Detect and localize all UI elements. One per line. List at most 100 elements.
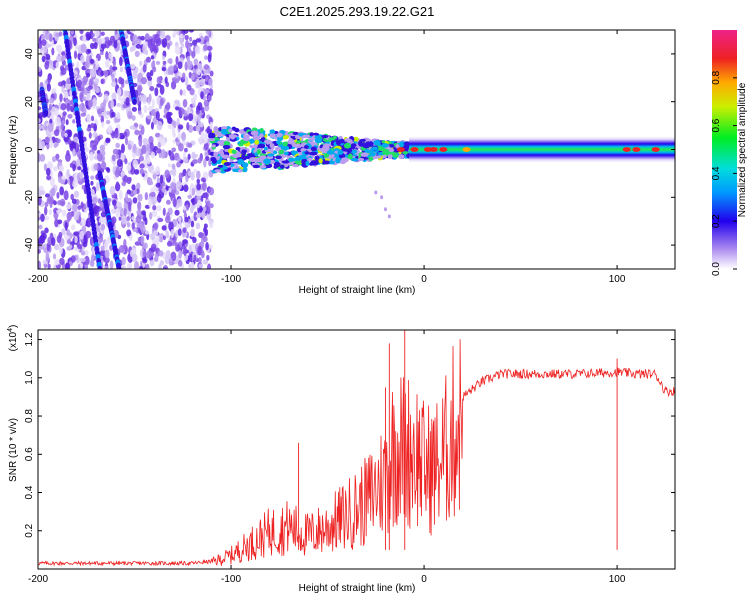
heatmap-cell [93, 41, 98, 50]
heatmap-cell [72, 136, 79, 143]
heatmap-cell [156, 83, 162, 88]
heatmap-cell [197, 79, 201, 89]
heatmap-cell [387, 214, 391, 219]
heatmap-cell [249, 144, 255, 149]
heatmap-cell [186, 84, 192, 91]
heatmap-cell [288, 157, 295, 162]
heatmap-cell [252, 164, 260, 169]
heatmap-cell [177, 228, 182, 236]
heatmap-cell [171, 163, 176, 170]
heatmap-cell [193, 254, 197, 262]
colorbar-tick-label: 0.4 [711, 166, 722, 180]
heatmap-cell [115, 112, 121, 120]
heatmap-cell [150, 191, 156, 197]
heatmap-cell [174, 45, 181, 55]
heatmap-cell [142, 242, 148, 250]
colorbar-tick-label: 0.6 [711, 118, 722, 132]
heatmap-cell [84, 255, 90, 266]
heatmap-cell [77, 243, 83, 250]
snr-y-tick-label: 0.6 [24, 447, 35, 461]
heatmap-cell [41, 39, 47, 47]
heatmap-cell [165, 230, 170, 239]
heatmap-cell [100, 51, 104, 56]
heatmap-cell [117, 95, 122, 101]
heatmap-cell [70, 193, 74, 201]
heatmap-cell [195, 109, 200, 115]
heatmap-cell [96, 108, 103, 115]
heatmap-cell [90, 180, 94, 186]
heatmap-cell [279, 164, 285, 169]
heatmap-cell [149, 142, 154, 151]
heatmap-cell [182, 239, 188, 245]
heatmap-cell [150, 109, 156, 116]
heatmap-cell [86, 127, 92, 132]
heatmap-cell [188, 30, 195, 33]
heatmap-cell [111, 111, 116, 118]
heatmap-cell [134, 147, 141, 157]
heatmap-cell [159, 98, 164, 107]
heatmap-cell [44, 227, 49, 234]
heatmap-cell [116, 102, 122, 108]
heatmap-cell [398, 154, 405, 160]
heatmap-cell [145, 263, 150, 269]
heatmap-cell [269, 143, 275, 149]
heatmap-cell [193, 64, 198, 70]
heatmap-cell [200, 195, 204, 203]
snr-y-tick-label: 0.8 [24, 409, 35, 423]
heatmap-cell [115, 166, 121, 175]
heatmap-cell [77, 205, 82, 210]
heatmap-cell [318, 147, 327, 152]
heatmap-cell [138, 86, 142, 97]
heatmap-cell [99, 249, 106, 257]
heatmap-cell [64, 82, 70, 90]
heatmap-cell [46, 83, 52, 92]
heatmap-cell [111, 80, 117, 88]
heatmap-cell [70, 30, 75, 35]
heatmap-cell [164, 76, 168, 84]
heatmap-cell [131, 222, 135, 230]
spectrogram-x-axis-label: Height of straight line (km) [299, 285, 416, 296]
heatmap-cell [119, 66, 124, 73]
heatmap-cell [38, 260, 42, 269]
heatmap-cell [165, 199, 171, 205]
heatmap-cell [77, 166, 82, 171]
heatmap-cell [131, 106, 137, 112]
heatmap-cell [263, 146, 268, 151]
heatmap-cell [69, 162, 74, 168]
heatmap-cell [139, 163, 145, 169]
heatmap-cell [129, 46, 134, 53]
heatmap-cell [46, 175, 52, 181]
heatmap-cell [145, 230, 150, 235]
heatmap-cell [44, 125, 48, 131]
heatmap-cell [187, 170, 192, 177]
heatmap-cell [137, 193, 143, 202]
heatmap-cell [98, 217, 103, 223]
heatmap-cell [209, 203, 214, 209]
heatmap-cell [126, 222, 131, 228]
heatmap-cell [82, 34, 87, 43]
heatmap-cell [103, 113, 110, 120]
heatmap-cell [104, 249, 110, 259]
heatmap-cell [58, 231, 63, 239]
heatmap-cell [70, 141, 77, 152]
heatmap-cell [38, 196, 42, 206]
heatmap-cell [56, 44, 62, 53]
heatmap-cell [269, 129, 276, 134]
heatmap-cell [185, 39, 190, 49]
heatmap-cell [372, 146, 378, 151]
heatmap-cell [54, 218, 59, 228]
heatmap-cell [151, 98, 155, 109]
heatmap-cell [150, 243, 157, 252]
heatmap-cell [206, 254, 210, 261]
heatmap-cell [152, 66, 157, 73]
heatmap-cell [44, 193, 51, 198]
heatmap-cell [347, 153, 353, 160]
heatmap-cell [181, 108, 185, 115]
heatmap-cell [158, 263, 162, 269]
heatmap-cell [123, 131, 128, 137]
heatmap-cell [135, 39, 142, 45]
heatmap-cell [58, 246, 63, 255]
heatmap-cell [44, 215, 50, 221]
heatmap-cell [197, 116, 201, 126]
heatmap-cell [120, 78, 125, 85]
